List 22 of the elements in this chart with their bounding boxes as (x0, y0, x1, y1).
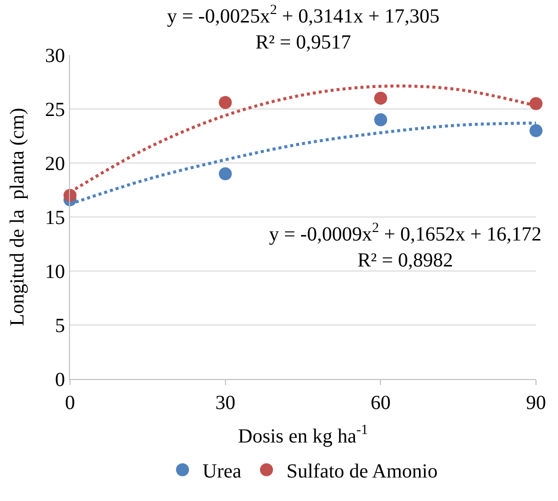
point (530, 124, 542, 138)
text: y = -0,0025x$^{2}$ + 0,3141x + 17,305 R² = 0,9517 (167, 3, 440, 54)
x-tick-label: 60 (370, 392, 391, 414)
point (218, 167, 232, 180)
legend-label: Urea (202, 460, 242, 483)
x-tick-label: 30 (215, 392, 236, 414)
point (530, 97, 542, 110)
y-tick-label: 15 (45, 207, 65, 229)
y-axis-title: Longitud de la planta (cm) (6, 108, 28, 326)
y-tick-label: 5 (55, 315, 65, 337)
y-tick-label: 10 (45, 261, 65, 283)
point (374, 113, 388, 126)
y-tick-label: 0 (55, 369, 65, 391)
point (374, 92, 388, 105)
x-tick-label: 90 (526, 392, 546, 414)
x-axis-title: Dosis en kg ha$^{-1}$ (238, 423, 368, 448)
y-tick-label: 30 (45, 45, 65, 67)
point (218, 96, 232, 110)
y-tick-label: 25 (45, 99, 65, 121)
y-tick-label: 20 (45, 153, 65, 175)
annotation: y = -0,0009x$^{2}$ + 0,1652x + 16,172 R² = 0,8982 (269, 221, 542, 272)
legend-label: Sulfato de Amonio (286, 460, 438, 483)
